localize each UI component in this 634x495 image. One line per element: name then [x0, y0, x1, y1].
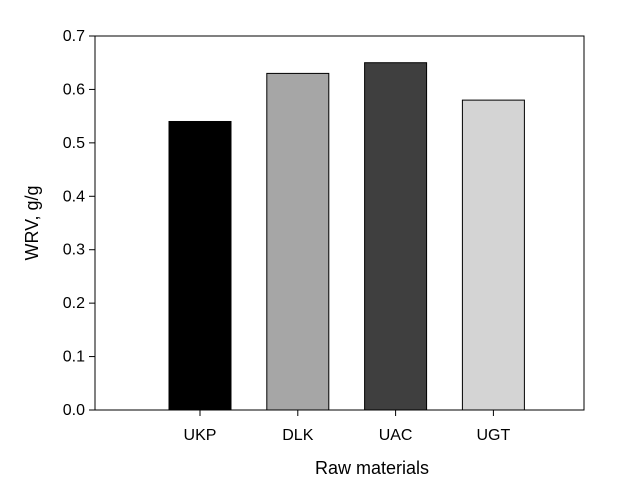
- x-tick-label: DLK: [282, 427, 313, 444]
- y-axis-title: WRV, g/g: [22, 185, 42, 260]
- bar-ugt: [461, 99, 525, 411]
- x-axis-title: Raw materials: [315, 458, 429, 478]
- x-tick-label: UGT: [477, 427, 511, 444]
- bars: [168, 62, 525, 411]
- y-tick-label: 0.4: [63, 188, 85, 205]
- y-axis: 0.0 0.1 0.2 0.3 0.4 0.5 0.6 0.7: [63, 28, 95, 419]
- bar-ukp: [168, 120, 232, 411]
- y-tick-label: 0.1: [63, 349, 85, 366]
- y-tick-label: 0.2: [63, 295, 85, 312]
- y-tick-label: 0.3: [63, 242, 85, 259]
- y-tick-label: 0.6: [63, 81, 85, 98]
- y-tick-label: 0.5: [63, 135, 85, 152]
- y-tick-label: 0.0: [63, 402, 85, 419]
- x-tick-label: UAC: [379, 427, 413, 444]
- bar-dlk: [266, 72, 330, 411]
- bar-uac: [364, 62, 428, 411]
- y-tick-label: 0.7: [63, 28, 85, 45]
- x-axis: UKP DLK UAC UGT: [184, 410, 511, 444]
- x-tick-label: UKP: [184, 427, 217, 444]
- plot-frame: [94, 35, 585, 411]
